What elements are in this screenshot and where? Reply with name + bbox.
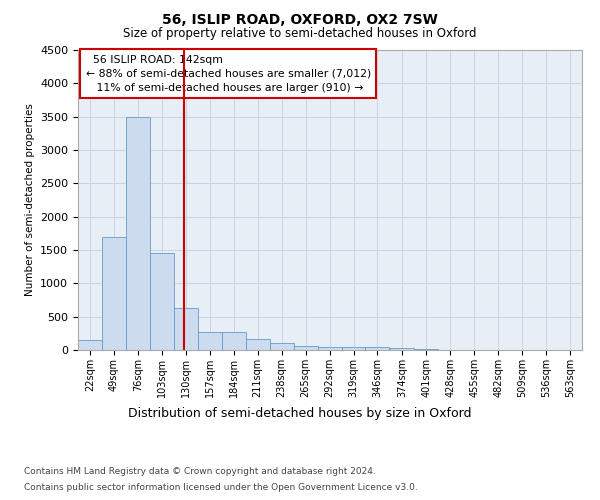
- Text: Size of property relative to semi-detached houses in Oxford: Size of property relative to semi-detach…: [123, 28, 477, 40]
- Bar: [198, 332, 222, 350]
- Bar: [150, 254, 174, 350]
- Bar: [293, 346, 317, 350]
- Bar: [317, 346, 341, 350]
- Bar: [269, 344, 293, 350]
- Bar: [365, 346, 389, 350]
- Text: 56 ISLIP ROAD: 142sqm
← 88% of semi-detached houses are smaller (7,012)
   11% o: 56 ISLIP ROAD: 142sqm ← 88% of semi-deta…: [86, 54, 371, 92]
- Bar: [174, 308, 198, 350]
- Bar: [341, 346, 365, 350]
- Bar: [414, 349, 438, 350]
- Bar: [102, 236, 126, 350]
- Text: Contains public sector information licensed under the Open Government Licence v3: Contains public sector information licen…: [24, 482, 418, 492]
- Bar: [126, 116, 150, 350]
- Text: 56, ISLIP ROAD, OXFORD, OX2 7SW: 56, ISLIP ROAD, OXFORD, OX2 7SW: [162, 12, 438, 26]
- Bar: [78, 340, 102, 350]
- Y-axis label: Number of semi-detached properties: Number of semi-detached properties: [25, 104, 35, 296]
- Bar: [246, 340, 269, 350]
- Bar: [391, 348, 414, 350]
- Text: Distribution of semi-detached houses by size in Oxford: Distribution of semi-detached houses by …: [128, 408, 472, 420]
- Bar: [222, 332, 246, 350]
- Text: Contains HM Land Registry data © Crown copyright and database right 2024.: Contains HM Land Registry data © Crown c…: [24, 468, 376, 476]
